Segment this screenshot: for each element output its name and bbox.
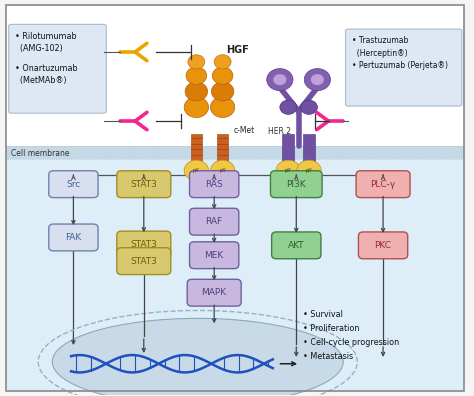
FancyBboxPatch shape xyxy=(190,208,239,235)
Circle shape xyxy=(210,97,235,118)
Circle shape xyxy=(301,100,318,114)
Text: AKT: AKT xyxy=(288,241,305,250)
FancyBboxPatch shape xyxy=(272,232,321,259)
Bar xyxy=(282,134,294,162)
Text: Src: Src xyxy=(66,180,81,188)
Text: • Survival
• Proliferation
• Cell-cycle progression
• Metastasis: • Survival • Proliferation • Cell-cycle … xyxy=(303,310,400,361)
Text: STAT3: STAT3 xyxy=(130,240,157,249)
Text: PLC-γ: PLC-γ xyxy=(371,180,396,188)
Bar xyxy=(6,154,464,390)
Circle shape xyxy=(311,74,324,85)
Text: • Trastuzumab
  (Herceptin®)
• Pertuzumab (Perjeta®): • Trastuzumab (Herceptin®) • Pertuzumab … xyxy=(352,36,447,70)
Bar xyxy=(6,6,464,158)
Circle shape xyxy=(211,82,234,101)
Text: FAK: FAK xyxy=(65,233,82,242)
FancyBboxPatch shape xyxy=(190,242,239,268)
Text: MEK: MEK xyxy=(205,251,224,260)
Text: Cell membrane: Cell membrane xyxy=(11,149,70,158)
Text: PKC: PKC xyxy=(374,241,392,250)
Text: c-Met: c-Met xyxy=(234,126,255,135)
Circle shape xyxy=(304,69,330,91)
Bar xyxy=(218,134,228,162)
Circle shape xyxy=(267,69,293,91)
FancyBboxPatch shape xyxy=(117,248,171,274)
Text: • Onartuzumab
  (MetMAb®): • Onartuzumab (MetMAb®) xyxy=(15,64,77,85)
Bar xyxy=(303,134,315,162)
Text: PI3K: PI3K xyxy=(286,180,306,188)
Circle shape xyxy=(210,160,235,181)
FancyBboxPatch shape xyxy=(49,224,98,251)
Text: HER 2: HER 2 xyxy=(268,127,292,136)
Text: MAPK: MAPK xyxy=(201,288,227,297)
Text: STAT3: STAT3 xyxy=(130,180,157,188)
Circle shape xyxy=(184,160,209,181)
Circle shape xyxy=(185,82,208,101)
FancyBboxPatch shape xyxy=(190,171,239,198)
Text: RAS: RAS xyxy=(205,180,223,188)
Circle shape xyxy=(280,100,297,114)
Text: pY: pY xyxy=(193,168,200,173)
Circle shape xyxy=(186,67,207,84)
Text: RAF: RAF xyxy=(206,217,223,226)
Text: pY: pY xyxy=(306,168,312,173)
FancyBboxPatch shape xyxy=(271,171,322,198)
Text: • Rilotumumab
  (AMG-102): • Rilotumumab (AMG-102) xyxy=(15,32,76,53)
FancyBboxPatch shape xyxy=(9,25,106,113)
FancyBboxPatch shape xyxy=(49,171,98,198)
Circle shape xyxy=(184,97,209,118)
Circle shape xyxy=(297,160,321,181)
Ellipse shape xyxy=(52,318,343,396)
FancyBboxPatch shape xyxy=(187,279,241,306)
Circle shape xyxy=(276,160,301,181)
Text: pY: pY xyxy=(285,168,292,173)
Circle shape xyxy=(273,74,286,85)
Circle shape xyxy=(214,55,231,69)
FancyBboxPatch shape xyxy=(117,231,171,258)
Circle shape xyxy=(212,67,233,84)
Bar xyxy=(6,146,464,158)
FancyBboxPatch shape xyxy=(356,171,410,198)
Text: pY: pY xyxy=(219,168,226,173)
Bar xyxy=(191,134,201,162)
Circle shape xyxy=(188,55,205,69)
Text: HGF: HGF xyxy=(226,45,249,55)
FancyBboxPatch shape xyxy=(358,232,408,259)
FancyBboxPatch shape xyxy=(117,171,171,198)
FancyBboxPatch shape xyxy=(346,29,462,106)
Text: STAT3: STAT3 xyxy=(130,257,157,266)
